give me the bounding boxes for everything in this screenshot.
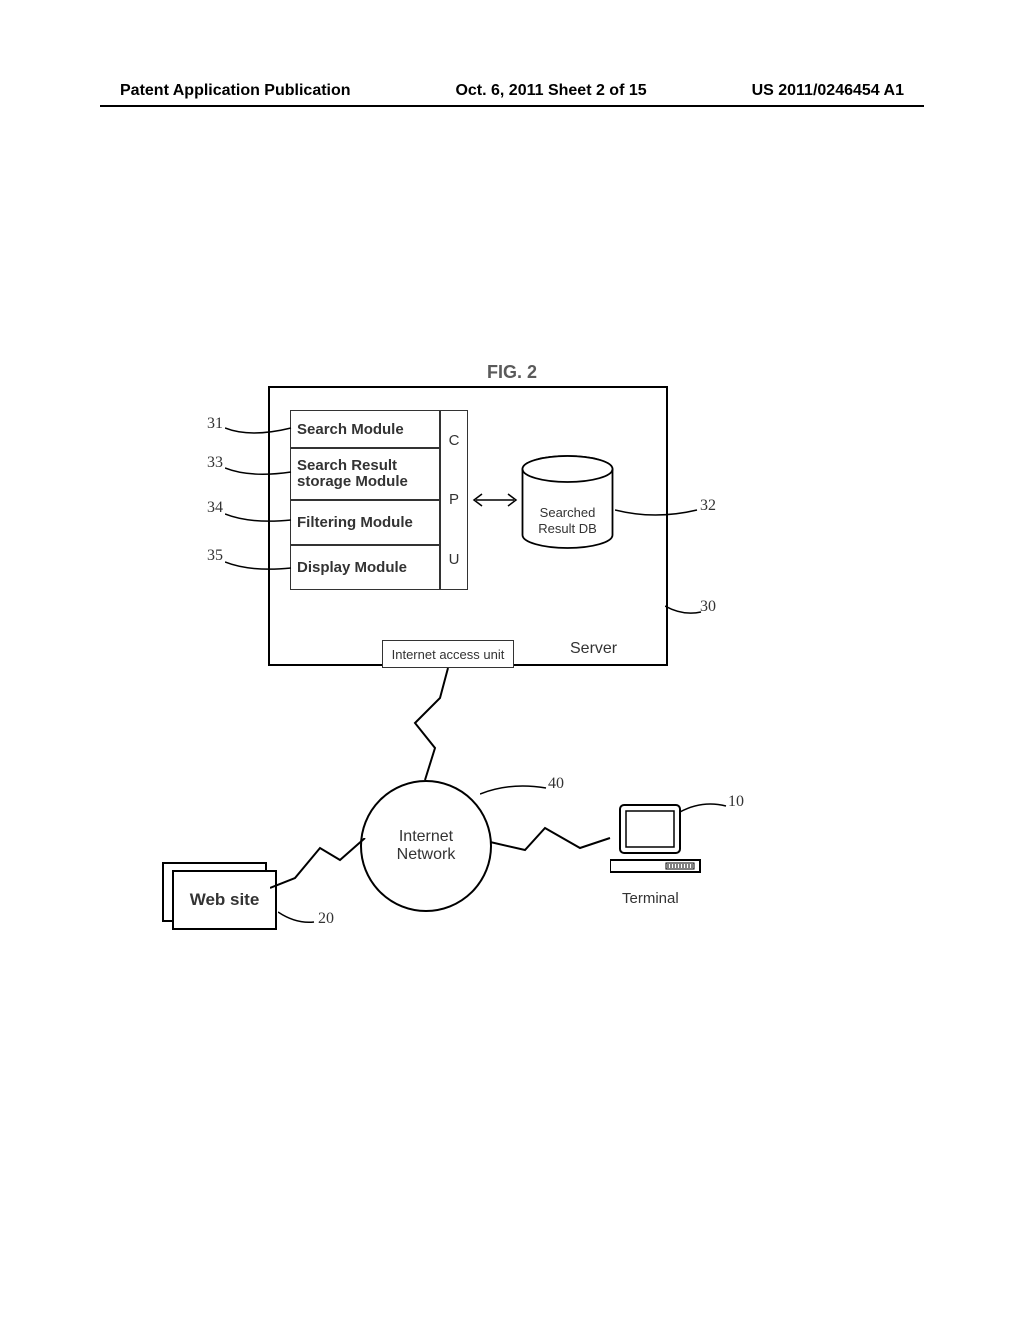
ref-34: 34 bbox=[207, 499, 223, 517]
ref-33: 33 bbox=[207, 454, 223, 472]
leader-30 bbox=[665, 600, 705, 620]
server-label-text: Server bbox=[570, 640, 617, 657]
module-filtering-label: Filtering Module bbox=[297, 514, 413, 531]
zig-server-network bbox=[400, 668, 460, 783]
leader-20 bbox=[278, 908, 318, 928]
terminal-label-text: Terminal bbox=[622, 890, 679, 907]
db-label-l1: Searched bbox=[540, 505, 596, 520]
leader-33 bbox=[225, 460, 295, 480]
ref-33-text: 33 bbox=[207, 454, 223, 471]
zig-network-website bbox=[270, 838, 370, 898]
leader-34 bbox=[225, 506, 295, 526]
module-storage-label: Search Result storage Module bbox=[297, 458, 439, 491]
ref-30-text: 30 bbox=[700, 598, 716, 615]
leader-31 bbox=[225, 420, 295, 440]
ref-40: 40 bbox=[548, 775, 564, 793]
access-label: Internet access unit bbox=[392, 647, 505, 662]
leader-32 bbox=[615, 500, 700, 520]
website-label: Web site bbox=[190, 890, 260, 910]
ref-34-text: 34 bbox=[207, 499, 223, 516]
network-label-l2: Network bbox=[397, 846, 456, 863]
ref-20: 20 bbox=[318, 910, 334, 928]
ref-31-text: 31 bbox=[207, 415, 223, 432]
terminal-label: Terminal bbox=[622, 890, 679, 907]
leader-10 bbox=[680, 800, 730, 815]
website-box-front: Web site bbox=[172, 870, 277, 930]
cpu-p: P bbox=[449, 491, 459, 508]
module-search-label: Search Module bbox=[297, 421, 404, 438]
module-display-label: Display Module bbox=[297, 559, 407, 576]
internet-network-node: Internet Network bbox=[360, 780, 492, 912]
module-search: Search Module bbox=[290, 410, 440, 448]
ref-20-text: 20 bbox=[318, 910, 334, 927]
cpu-column: C P U bbox=[440, 410, 468, 590]
ref-40-text: 40 bbox=[548, 775, 564, 792]
cpu-db-arrow-icon bbox=[470, 490, 520, 510]
internet-access-unit: Internet access unit bbox=[382, 640, 514, 668]
module-filtering: Filtering Module bbox=[290, 500, 440, 545]
leader-35 bbox=[225, 554, 295, 574]
db-label-l2: Result DB bbox=[538, 521, 597, 536]
ref-35-text: 35 bbox=[207, 547, 223, 564]
network-label: Internet Network bbox=[397, 828, 456, 864]
db-label: Searched Result DB bbox=[520, 505, 615, 536]
ref-32: 32 bbox=[700, 497, 716, 515]
module-storage: Search Result storage Module bbox=[290, 448, 440, 500]
ref-32-text: 32 bbox=[700, 497, 716, 514]
cpu-u: U bbox=[449, 551, 460, 568]
zig-network-terminal bbox=[490, 820, 615, 860]
ref-10-text: 10 bbox=[728, 793, 744, 810]
leader-40 bbox=[480, 782, 550, 797]
ref-35: 35 bbox=[207, 547, 223, 565]
ref-10: 10 bbox=[728, 793, 744, 811]
ref-31: 31 bbox=[207, 415, 223, 433]
network-label-l1: Internet bbox=[399, 828, 453, 845]
figure-title: FIG. 2 bbox=[0, 362, 1024, 383]
server-label: Server bbox=[570, 640, 617, 658]
module-display: Display Module bbox=[290, 545, 440, 590]
figure-diagram: FIG. 2 Search Module Search Result stora… bbox=[0, 0, 1024, 1320]
cpu-c: C bbox=[449, 432, 460, 449]
ref-30: 30 bbox=[700, 598, 716, 616]
